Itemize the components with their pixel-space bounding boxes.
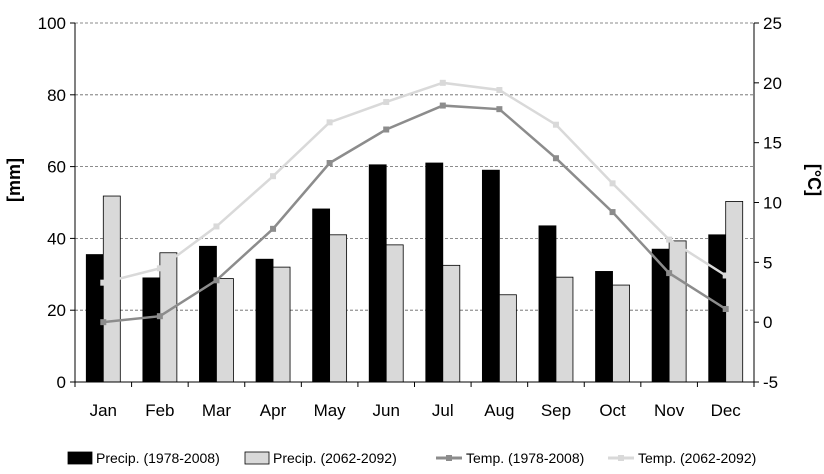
temp-2062-2092-marker (383, 98, 390, 105)
legend-label: Temp. (2062-2092) (638, 450, 756, 466)
y-tick-label: 60 (47, 158, 66, 177)
bar-precip-2062-2092 (555, 276, 574, 383)
bar-precip-2062-2092 (329, 234, 348, 383)
y-tick-label: 100 (38, 14, 66, 33)
bar-precip-1978-2008 (538, 225, 557, 383)
temp-1978-2008-line (103, 104, 727, 324)
temp-1978-2008-marker (439, 102, 446, 109)
y2-tick-label: 15 (763, 134, 782, 153)
x-tick-label: Jun (372, 401, 399, 420)
bar-precip-2062-2092 (385, 244, 404, 383)
temp-2062-2092-marker (326, 119, 333, 126)
temp-1978-2008-marker (270, 225, 277, 232)
temp-2062-2092-marker (552, 121, 559, 128)
x-tick-label: Oct (599, 401, 626, 420)
temp-1978-2008-marker (609, 209, 616, 216)
temp-2062-2092-marker (666, 236, 673, 243)
y-tick-label: 80 (47, 86, 66, 105)
x-tick-label: Nov (654, 401, 685, 420)
y2-tick-label: 10 (763, 194, 782, 213)
legend-swatch (244, 451, 270, 465)
temp-2062-2092-marker (100, 279, 107, 286)
temp-1978-2008-marker (496, 106, 503, 113)
temp-1978-2008-marker (666, 270, 673, 277)
bar-precip-2062-2092 (442, 264, 461, 383)
temp-2062-2092-marker (722, 272, 729, 279)
temp-2062-2092-line (102, 81, 727, 284)
bar-precip-2062-2092 (498, 294, 517, 383)
y2-tick-label: 25 (763, 14, 782, 33)
y-tick-label: 40 (47, 229, 66, 248)
bar-precip-1978-2008 (312, 208, 331, 383)
legend-swatch (67, 451, 93, 465)
temp-2062-2092-marker (439, 79, 446, 86)
y2-tick-label: 0 (763, 313, 772, 332)
y-tick-label: 0 (57, 373, 66, 392)
temp-2062-2092-marker (496, 87, 503, 94)
x-tick-label: Feb (145, 401, 174, 420)
temp-1978-2008-marker (722, 306, 729, 313)
x-tick-label: May (314, 401, 347, 420)
x-tick-label: Aug (484, 401, 514, 420)
bar-precip-2062-2092 (102, 195, 121, 383)
x-tick-label: Mar (202, 401, 232, 420)
legend: Precip. (1978-2008) Precip. (2062-2092) Te… (67, 450, 756, 466)
y2-tick-label: 5 (763, 253, 772, 272)
temp-1978-2008-marker (156, 313, 163, 320)
temp-1978-2008-marker (552, 155, 559, 162)
legend-marker-swatch (446, 455, 452, 461)
temp-2062-2092-marker (609, 180, 616, 187)
legend-label: Precip. (2062-2092) (273, 450, 397, 466)
bar-precip-1978-2008 (595, 271, 613, 383)
temp-1978-2008-marker (100, 319, 107, 326)
x-tick-label: Jan (90, 401, 117, 420)
bar-precip-2062-2092 (272, 266, 291, 383)
temp-1978-2008-marker (326, 160, 333, 167)
bar-precip-2062-2092 (725, 201, 744, 383)
bar-precip-1978-2008 (85, 254, 104, 383)
bar-precip-1978-2008 (255, 258, 274, 383)
bar-precip-1978-2008 (368, 164, 387, 383)
bar-precip-1978-2008 (199, 245, 217, 383)
temp-2062-2092-marker (270, 173, 277, 180)
y2-axis-title: [°C] (804, 164, 824, 196)
bar-precip-1978-2008 (142, 277, 161, 383)
temp-2062-2092-marker (156, 265, 163, 272)
legend-label: Temp. (1978-2008) (466, 450, 584, 466)
bar-precip-1978-2008 (481, 169, 500, 383)
temp-1978-2008-marker (383, 126, 390, 133)
axis-layer: 0 20 40 60 80 100 -5 0 5 10 15 20 25 Jan Feb Mar Apr May J… (38, 14, 782, 420)
legend-marker-swatch (618, 455, 624, 461)
bar-precip-1978-2008 (425, 162, 444, 383)
x-tick-label: Sep (541, 401, 571, 420)
x-tick-label: Dec (711, 401, 742, 420)
legend-label: Precip. (1978-2008) (96, 450, 220, 466)
x-tick-label: Apr (260, 401, 287, 420)
y-tick-label: 20 (47, 301, 66, 320)
temp-1978-2008-marker (213, 277, 220, 284)
x-tick-label: Jul (432, 401, 454, 420)
line-layer (100, 79, 729, 326)
bar-precip-2062-2092 (612, 284, 630, 383)
y-axis-title: [mm] (4, 158, 24, 202)
temp-2062-2092-marker (213, 223, 220, 230)
y2-tick-label: 20 (763, 74, 782, 93)
bar-precip-2062-2092 (668, 240, 687, 383)
grid-layer (75, 22, 754, 311)
bar-precip-2062-2092 (216, 278, 234, 383)
bar-layer (85, 162, 744, 383)
y2-tick-label: -5 (763, 373, 778, 392)
